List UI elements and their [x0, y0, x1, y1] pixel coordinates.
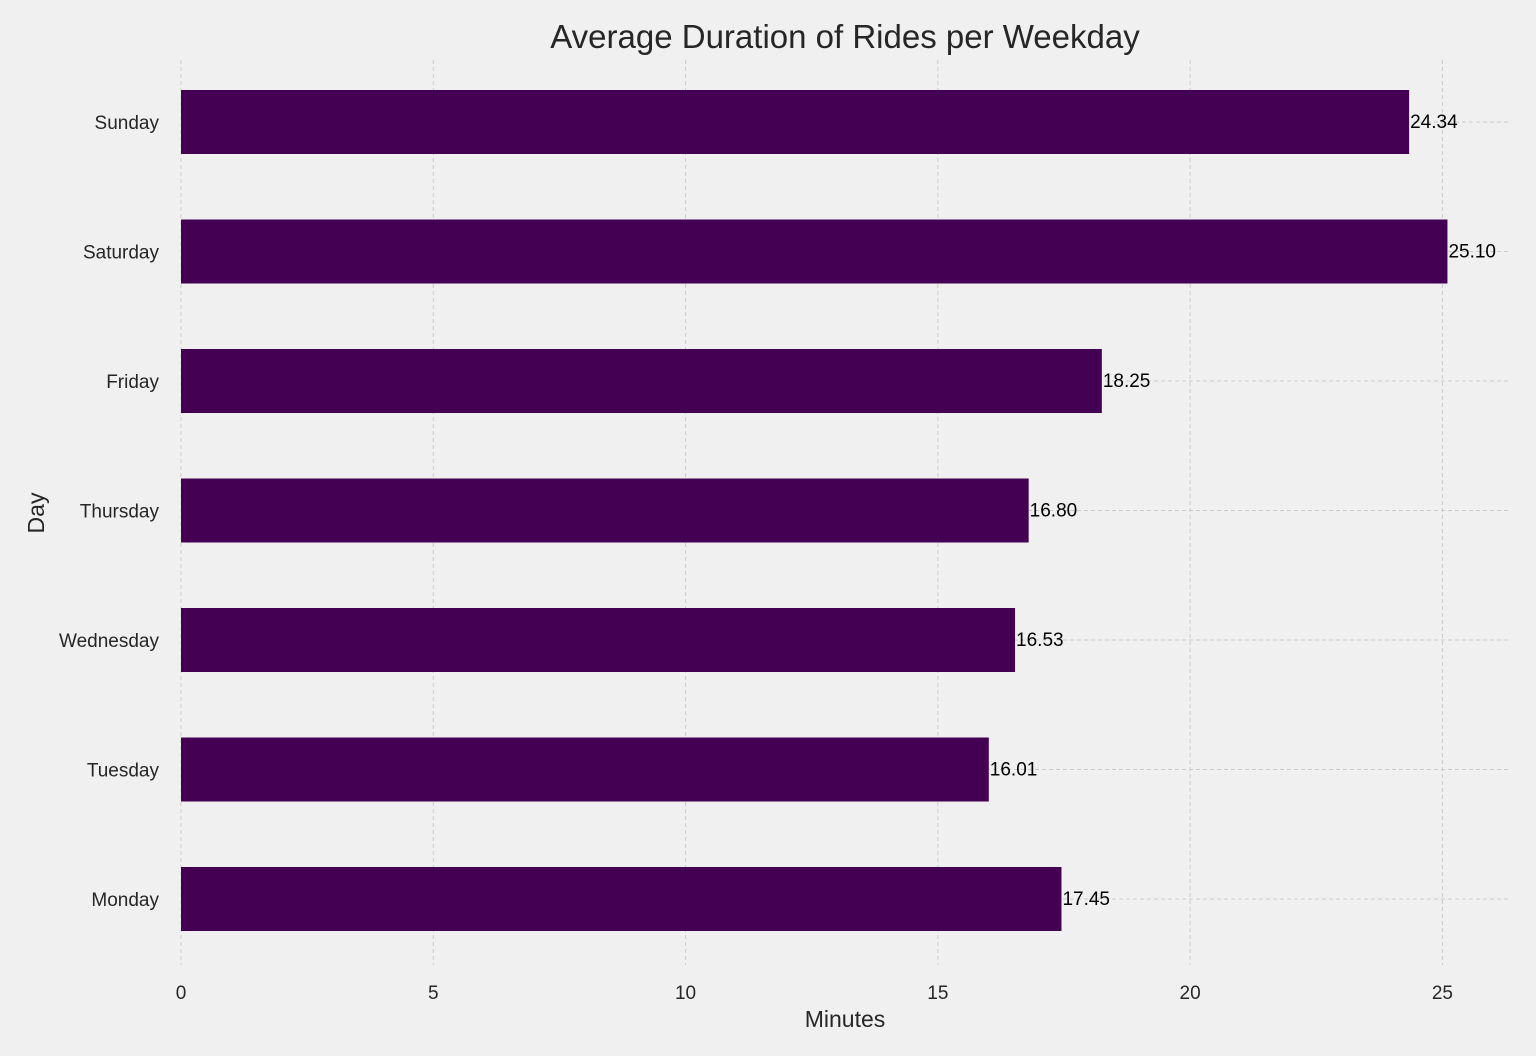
data-label-friday: 18.25 — [1103, 371, 1151, 392]
x-axis-label: Minutes — [805, 1006, 886, 1032]
y-tick-labels: Monday Tuesday Wednesday Thursday Friday Satu… — [59, 113, 159, 911]
x-tick-labels: 0 5 10 15 20 25 — [176, 983, 1453, 1004]
bar-friday — [181, 349, 1102, 413]
y-tick-label-friday: Friday — [106, 372, 159, 393]
data-label-monday: 17.45 — [1062, 889, 1110, 910]
data-label-thursday: 16.80 — [1030, 501, 1078, 522]
y-axis-label: Day — [23, 492, 49, 533]
grid-lines — [180, 60, 1508, 965]
bar-wednesday — [181, 608, 1016, 672]
y-tick-label-saturday: Saturday — [83, 243, 160, 264]
bar-tuesday — [181, 737, 989, 802]
bars — [181, 90, 1448, 931]
data-label-tuesday: 16.01 — [990, 760, 1038, 781]
y-tick-label-thursday: Thursday — [80, 502, 160, 523]
x-tick-label: 10 — [675, 983, 696, 1004]
data-label-saturday: 25.10 — [1448, 242, 1496, 263]
y-tick-label-tuesday: Tuesday — [87, 761, 160, 782]
bar-monday — [181, 867, 1062, 931]
y-tick-label-wednesday: Wednesday — [59, 631, 159, 652]
data-labels: 17.45 16.01 16.53 16.80 18.25 25.10 24.34 — [990, 112, 1496, 910]
x-tick-label: 0 — [176, 983, 187, 1004]
bar-sunday — [181, 90, 1410, 154]
y-tick-label-monday: Monday — [91, 890, 159, 911]
x-tick-label: 25 — [1432, 983, 1453, 1004]
x-tick-label: 5 — [428, 983, 439, 1004]
x-tick-label: 20 — [1180, 983, 1201, 1004]
chart-title: Average Duration of Rides per Weekday — [550, 18, 1140, 55]
y-tick-label-sunday: Sunday — [95, 113, 160, 134]
bar-thursday — [181, 478, 1029, 543]
bar-saturday — [181, 219, 1448, 284]
data-label-sunday: 24.34 — [1410, 112, 1458, 133]
x-tick-label: 15 — [927, 983, 948, 1004]
data-label-wednesday: 16.53 — [1016, 630, 1064, 651]
